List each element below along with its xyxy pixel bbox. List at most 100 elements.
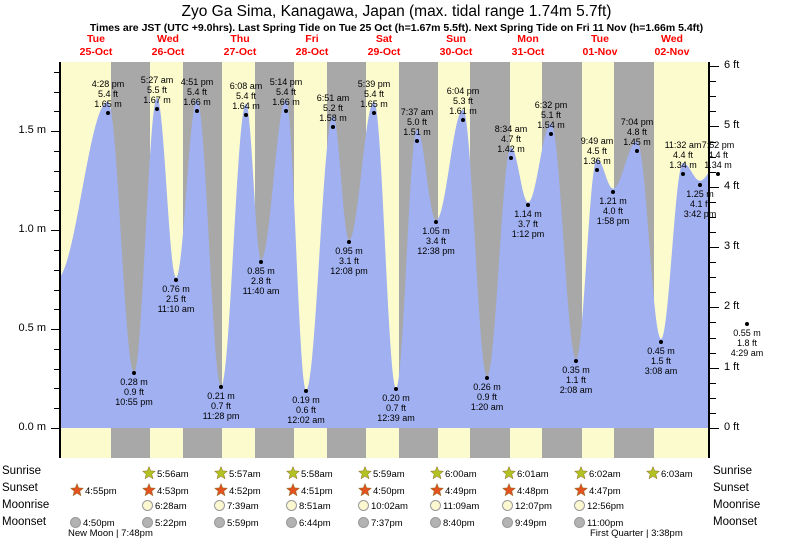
night-band-4	[398, 428, 438, 458]
tide-extreme-dot	[574, 359, 578, 363]
tide-label-line2: 5.4 ft	[97, 89, 118, 99]
moon-phase-caption-0: New Moon | 7:48pm	[68, 528, 153, 539]
tide-extreme-dot	[174, 278, 178, 282]
tide-label-line1: 0.21 m	[207, 391, 235, 401]
moonset-icon	[142, 517, 153, 528]
y-tick-right	[710, 187, 719, 188]
y-tick-label-right: 0 ft	[724, 421, 740, 433]
y-tick-right	[710, 81, 716, 82]
tide-extreme-dot	[434, 220, 438, 224]
tide-extreme-label-high: 6:32 pm 5.1 ft 1.54 m	[509, 100, 593, 130]
tide-label-line3: 11:10 am	[157, 304, 195, 314]
tide-label-line2: 5.1 ft	[540, 110, 561, 120]
moonset-time: 5:22pm	[155, 518, 187, 529]
sunrise-event: 6:01am	[501, 465, 549, 484]
day-date: 27-Oct	[223, 45, 257, 58]
y-tick-right	[710, 126, 719, 127]
tide-extreme-dot	[394, 387, 398, 391]
tide-label-line3: 1.34 m	[704, 160, 732, 170]
moon-phase-sep: |	[643, 528, 652, 539]
y-tick-left	[54, 388, 60, 389]
moonset-event: 11:00pm	[574, 517, 623, 530]
day-date: 30-Oct	[439, 45, 473, 58]
moonrise-time: 8:51am	[299, 501, 331, 512]
tide-extreme-dot	[347, 240, 351, 244]
moonset-event: 5:59pm	[214, 517, 259, 530]
tide-extreme-label-high: 4:28 pm 5.4 ft 1.65 m	[66, 79, 150, 109]
moon-phase-name: First Quarter	[590, 528, 644, 539]
moonset-event: 8:40pm	[430, 517, 475, 530]
y-tick-right	[710, 398, 716, 399]
sunrise-event: 5:59am	[357, 465, 405, 484]
tide-label-line1: 7:37 am	[400, 107, 434, 117]
tide-label-line2: 5.2 ft	[322, 103, 343, 113]
tide-label-line1: 0.76 m	[162, 284, 190, 294]
y-tick-left	[54, 408, 60, 409]
tide-extreme-dot	[716, 172, 720, 176]
page-subtitle: Times are JST (UTC +9.0hrs). Last Spring…	[89, 22, 704, 34]
sunset-time: 4:52pm	[229, 486, 261, 497]
y-tick-right	[710, 292, 716, 293]
y-tick-label-right: 6 ft	[724, 59, 740, 71]
y-tick-right	[710, 157, 716, 158]
day-date: 29-Oct	[367, 45, 401, 58]
day-column-label-02-nov: Wed 02-Nov	[627, 33, 717, 58]
day-column-label-27-oct: Thu 27-Oct	[195, 33, 285, 58]
moonset-time: 4:50pm	[83, 518, 115, 529]
tide-label-line3: 1.66 m	[272, 97, 300, 107]
tide-label-line3: 1.34 m	[669, 160, 697, 170]
sunset-time: 4:47pm	[589, 486, 621, 497]
sunset-time: 4:55pm	[85, 486, 117, 497]
night-band-1	[182, 428, 222, 458]
moonrise-icon	[502, 500, 513, 511]
moonset-time: 8:40pm	[443, 518, 475, 529]
y-tick-left	[54, 191, 60, 192]
moonrise-time: 11:09am	[443, 501, 480, 512]
moonrise-event: 10:02am	[358, 500, 408, 513]
tide-extreme-dot	[485, 376, 489, 380]
tide-label-line1: 0.28 m	[120, 377, 148, 387]
tide-extreme-dot	[611, 190, 615, 194]
sunrise-event: 6:00am	[429, 465, 477, 484]
sunrise-event: 5:58am	[285, 465, 333, 484]
day-of-week: Fri	[305, 33, 319, 45]
y-tick-right	[710, 96, 716, 97]
row-label-right-moonrise: Moonrise	[713, 499, 761, 511]
tide-extreme-label-low: 0.35 m 1.1 ft 2:08 am	[534, 365, 618, 395]
day-date: 31-Oct	[511, 45, 545, 58]
y-tick-label-left: 0.5 m	[18, 322, 46, 334]
tide-extreme-dot	[304, 389, 308, 393]
sunrise-time: 5:59am	[373, 469, 405, 480]
sunrise-time: 5:58am	[301, 469, 333, 480]
sunrise-event: 5:57am	[213, 465, 261, 484]
tide-extreme-dot	[155, 107, 159, 111]
moonset-time: 7:37pm	[371, 518, 403, 529]
y-tick-right	[710, 277, 716, 278]
tide-label-line1: 6:04 pm	[446, 86, 480, 96]
moonrise-icon	[286, 500, 297, 511]
tide-label-line1: 5:39 pm	[357, 79, 391, 89]
moonset-event: 7:37pm	[358, 517, 403, 530]
sunset-event: 4:52pm	[213, 482, 261, 501]
tide-extreme-dot	[659, 340, 663, 344]
sunset-star-icon	[501, 482, 517, 501]
day-of-week: Sun	[446, 33, 466, 45]
moon-phase-sep: |	[113, 528, 122, 539]
tide-extreme-dot	[106, 111, 110, 115]
sunset-event: 4:51pm	[285, 482, 333, 501]
tide-label-line1: 0.55 m	[733, 328, 761, 338]
tide-extreme-dot	[372, 111, 376, 115]
moonset-icon	[286, 517, 297, 528]
tide-label-line2: 3.7 ft	[517, 219, 538, 229]
y-axis-right	[708, 62, 710, 458]
tide-extreme-dot	[698, 183, 702, 187]
tide-extreme-label-low: 0.45 m 1.5 ft 3:08 am	[619, 346, 703, 376]
tide-label-line3: 1:58 pm	[596, 216, 630, 226]
tide-label-line2: 1.8 ft	[736, 338, 757, 348]
sunset-time: 4:49pm	[445, 486, 477, 497]
tide-label-line2: 5.4 ft	[186, 87, 207, 97]
tide-label-line2: 4.5 ft	[586, 146, 607, 156]
tide-label-line3: 1.36 m	[583, 156, 611, 166]
y-tick-right	[710, 232, 716, 233]
